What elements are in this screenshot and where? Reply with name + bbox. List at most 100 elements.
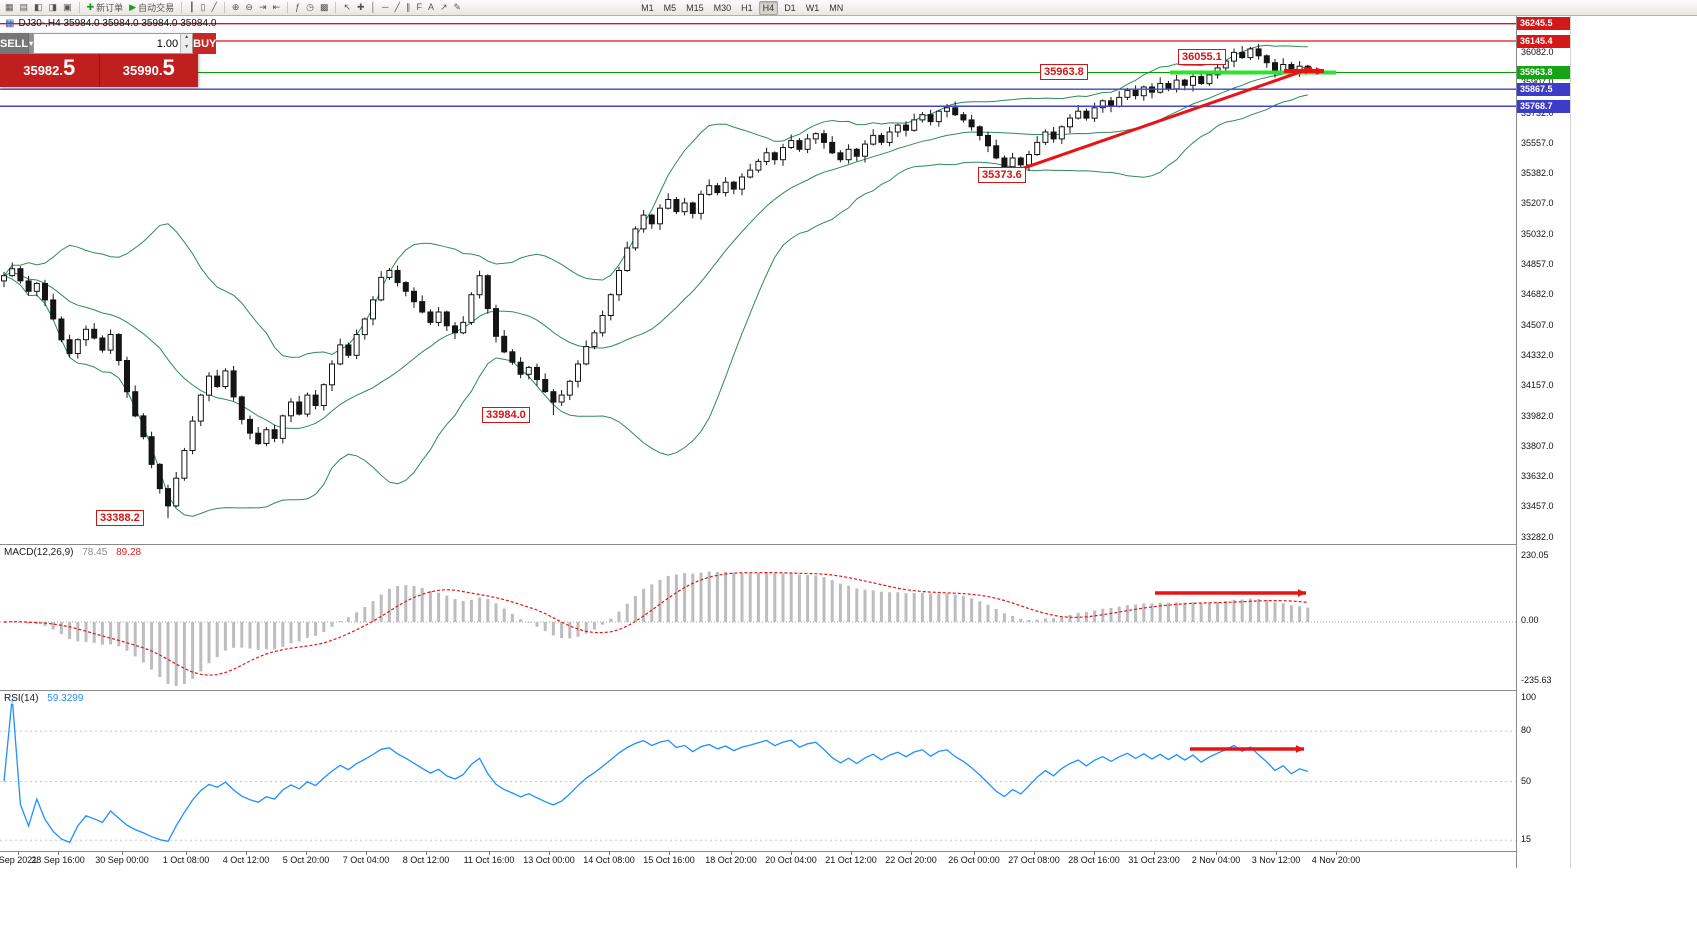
market-watch-button[interactable]: ◧ [32,1,45,14]
volume-increase-button[interactable]: ▴ [181,34,193,44]
time-label: 28 Sep 16:00 [31,855,85,865]
chart-window: ▦ DJ30-,H4 35984.0 35984.0 35984.0 35984… [0,16,1697,868]
zoom-out-button[interactable]: ⊖ [243,1,255,14]
terminal-button[interactable]: ▣ [61,1,74,14]
macd-label-row: MACD(12,26,9) 78.45 89.28 [4,547,142,558]
time-axis[interactable]: Sep 2021 28 Sep 16:00 30 Sep 00:00 1 Oct 08… [0,851,1516,868]
time-tick [306,852,307,855]
line-chart-icon: ╱ [211,2,217,12]
text-button[interactable]: A [426,1,436,14]
timeframe-m15[interactable]: M15 [686,2,704,13]
macd-scale-tick: -235.63 [1521,675,1552,685]
time-label: 7 Oct 04:00 [342,855,390,865]
volume-stepper: ▴ ▾ [180,34,193,53]
arrow-tool-button[interactable]: ↗ [438,1,450,14]
price-axis[interactable]: 36082.0 35907.0 35732.0 35557.0 35382.0 35207… [1516,16,1570,868]
time-tick [791,852,792,855]
line-chart-button[interactable]: ╱ [209,1,218,14]
horizontal-line-button[interactable]: ─ [380,1,390,14]
profiles-icon: ▤ [19,2,29,12]
crosshair-icon: ✚ [357,2,365,12]
time-label: 5 Oct 20:00 [282,855,330,865]
price-tick: 35732.0 [1521,108,1554,118]
sell-price-box[interactable]: 35982. 5 [0,54,99,87]
time-tick [366,852,367,855]
time-label: 21 Oct 12:00 [825,855,877,865]
price-tick: 33282.0 [1521,532,1554,542]
time-label: 11 Oct 16:00 [463,855,515,865]
new-order-button[interactable]: ✚ 新订单 [85,1,126,14]
volume-input[interactable] [34,34,181,53]
periods-button[interactable]: ◷ [304,1,316,14]
timeframe-w1[interactable]: W1 [805,2,820,13]
price-annotation[interactable]: 33984.0 [482,407,530,423]
sell-price-pip: 5 [63,55,76,80]
navigator-button[interactable]: ◨ [47,1,60,14]
cursor-button[interactable]: ↖ [341,1,353,14]
templates-button[interactable]: ▩ [318,1,331,14]
timeframe-mn[interactable]: MN [829,2,844,13]
price-annotation[interactable]: 36055.1 [1178,49,1226,65]
chart-shift-button[interactable]: ⇤ [271,1,283,14]
candles [1,43,1311,519]
vertical-line-button[interactable]: │ [369,1,379,14]
auto-scroll-button[interactable]: ⇥ [257,1,269,14]
macd-pane: MACD(12,26,9) 78.45 89.28 [0,544,1516,690]
bar-chart-button[interactable]: ┃ [187,1,196,14]
timeframe-m5[interactable]: M5 [663,2,677,13]
sell-dropdown-icon[interactable]: ▾ [28,33,34,54]
timeframe-m1[interactable]: M1 [641,2,654,13]
auto-trading-button[interactable]: ▶ 自动交易 [127,1,176,14]
price-annotation[interactable]: 33388.2 [96,510,144,526]
buy-price-box[interactable]: 35990. 5 [98,54,198,87]
timeframe-h1[interactable]: H1 [741,2,753,13]
time-label: 14 Oct 08:00 [583,855,635,865]
chart-symbol-icon: ▦ [5,18,15,29]
time-label: Sep 2021 [0,855,38,865]
price-annotation[interactable]: 35373.6 [978,167,1026,183]
buy-button[interactable]: BUY [193,33,217,54]
new-order-button-label: 新订单 [96,3,124,13]
toolbar: ▦ ▤ ◧ ◨ ▣ ✚ 新订单 ▶ 自动交易 ┃ ▯ ╱ ⊕ ⊖ ⇥ ⇤ ƒ ◷ ▩ ↖ ✚ │ ─ ╱ ∥ F A ↗ ✎ M1 M5 M1… [0,0,1697,16]
time-label: 13 Oct 00:00 [523,855,575,865]
rsi-pane: RSI(14) 59.3299 [0,690,1516,851]
zoom-in-icon: ⊕ [231,2,240,12]
channel-button[interactable]: ∥ [404,1,413,14]
toolbar-separator [223,2,225,13]
trendline-button[interactable]: ╱ [393,1,402,14]
candlestick-chart-icon: ▯ [200,2,206,12]
pencil-button[interactable]: ✎ [452,1,464,14]
price-tick: 33632.0 [1521,471,1554,481]
rsi-scale-tick: 15 [1521,834,1532,844]
time-tick [1034,852,1035,855]
candlestick-chart-button[interactable]: ▯ [199,1,208,14]
price-tick: 34157.0 [1521,380,1554,390]
sell-button[interactable]: SELL [0,33,29,54]
red-momentum-arrow [1284,67,1324,75]
new-chart-button[interactable]: ▦ [3,1,16,14]
price-tag: 35768.7 [1517,100,1570,113]
right-filler [1570,16,1697,868]
periods-icon: ◷ [306,2,314,12]
rsi-value: 59.3299 [47,693,84,704]
price-annotation[interactable]: 35963.8 [1040,64,1088,80]
timeframe-h4[interactable]: H4 [758,0,779,15]
volume-decrease-button[interactable]: ▾ [181,43,193,53]
time-tick [851,852,852,855]
fibonacci-icon: F [416,2,422,12]
zoom-in-button[interactable]: ⊕ [230,1,242,14]
timeframe-d1[interactable]: D1 [784,2,796,13]
timeframe-m30[interactable]: M30 [713,2,732,13]
macd-canvas[interactable] [0,545,1516,690]
chart-shift-icon: ⇤ [272,2,281,12]
fibonacci-button[interactable]: F [414,1,424,14]
profiles-button[interactable]: ▤ [18,1,31,14]
indicators-button[interactable]: ƒ [293,1,302,14]
rsi-line [3,697,1308,844]
crosshair-button[interactable]: ✚ [355,1,367,14]
main-chart-canvas[interactable] [0,16,1516,544]
price-tick: 35382.0 [1521,168,1554,178]
rsi-canvas[interactable] [0,691,1516,851]
auto-trading-button: ▶ [129,2,137,12]
time-tick [489,852,490,855]
